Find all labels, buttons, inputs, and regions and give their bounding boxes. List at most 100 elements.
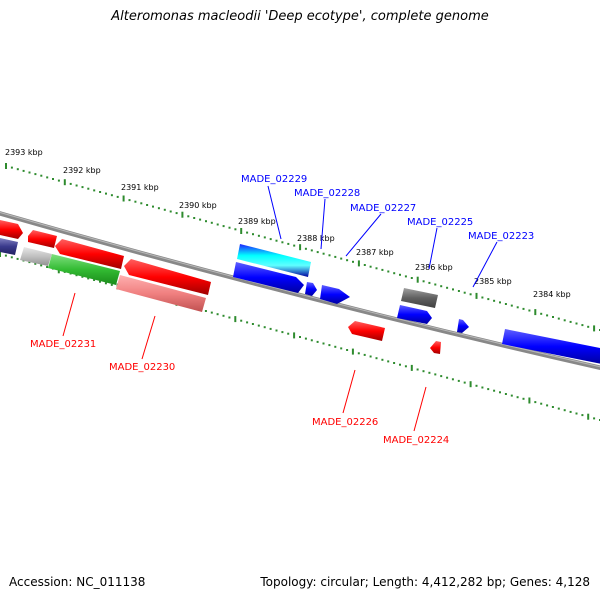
gene-label-reverse[interactable]: MADE_02226 [312, 417, 378, 428]
minor-tick [28, 261, 31, 264]
minor-tick [69, 182, 72, 185]
minor-tick [481, 296, 484, 299]
scale-ticks-top [5, 163, 600, 332]
minor-tick [152, 205, 154, 208]
gene-label-reverse[interactable]: MADE_02230 [109, 362, 175, 373]
minor-tick [210, 221, 213, 224]
gene-label-forward[interactable]: MADE_02225 [407, 217, 473, 228]
minor-tick [499, 301, 501, 304]
minor-tick [22, 169, 25, 172]
gene-block-darkgray[interactable] [401, 288, 438, 308]
minor-tick [551, 406, 554, 408]
scale-label: 2390 kbp [179, 201, 217, 210]
minor-tick [575, 412, 578, 415]
gene-arrow-red[interactable] [28, 230, 57, 248]
minor-tick [10, 166, 13, 169]
minor-tick [428, 371, 431, 374]
minor-tick [216, 313, 219, 316]
minor-tick [375, 357, 378, 360]
gene-arrow-red[interactable] [124, 259, 211, 295]
minor-tick [128, 199, 131, 202]
gene-arrow-blue[interactable] [397, 305, 432, 324]
minor-tick [522, 307, 525, 310]
minor-tick [451, 378, 454, 381]
minor-tick [175, 212, 178, 215]
minor-tick [257, 324, 260, 327]
minor-tick [146, 204, 149, 206]
minor-tick [516, 306, 519, 309]
minor-tick [228, 316, 231, 319]
gene-block-blue[interactable] [502, 329, 600, 364]
minor-tick [434, 283, 437, 286]
minor-tick [463, 381, 466, 384]
minor-tick [87, 277, 90, 280]
gene-arrow-red[interactable] [0, 220, 23, 239]
minor-tick [304, 337, 307, 340]
minor-tick [540, 402, 543, 405]
gene-block-pink[interactable] [116, 275, 206, 312]
minor-tick [593, 417, 596, 420]
gene-labels: MADE_02229 MADE_02228 MADE_02227 MADE_02… [30, 174, 534, 446]
minor-tick [422, 370, 425, 373]
gene-label-forward[interactable]: MADE_02229 [241, 174, 307, 185]
gene-block-gray[interactable] [20, 247, 52, 266]
gene-label-forward[interactable]: MADE_02223 [468, 231, 534, 242]
minor-tick [440, 285, 443, 288]
minor-tick [187, 215, 190, 218]
minor-tick [140, 202, 143, 205]
gene-arrow-blue[interactable] [457, 319, 469, 333]
minor-tick [393, 272, 396, 275]
gene-label-reverse[interactable]: MADE_02231 [30, 339, 96, 350]
scale-label: 2387 kbp [356, 248, 394, 257]
scale-label: 2389 kbp [238, 217, 276, 226]
minor-tick [204, 310, 207, 312]
minor-tick [240, 319, 243, 322]
gene-label-reverse[interactable]: MADE_02224 [383, 435, 449, 446]
minor-tick [46, 266, 49, 268]
minor-tick [563, 319, 566, 322]
minor-tick [340, 257, 343, 260]
minor-tick [381, 268, 384, 271]
minor-tick [352, 260, 354, 263]
minor-tick [134, 200, 137, 203]
minor-tick [475, 384, 478, 387]
major-tick [299, 244, 302, 251]
minor-tick [87, 187, 90, 190]
gene-arrow-navy[interactable] [0, 238, 18, 255]
minor-tick [234, 228, 237, 231]
minor-tick [16, 168, 19, 171]
minor-tick [493, 389, 496, 392]
minor-tick [381, 358, 384, 361]
gene-arrow-blue[interactable] [305, 282, 317, 296]
minor-tick [257, 234, 260, 237]
minor-tick [346, 349, 349, 351]
minor-tick [316, 340, 319, 343]
minor-tick [393, 362, 396, 364]
minor-tick [304, 247, 307, 250]
major-tick [240, 228, 243, 234]
major-tick [234, 316, 237, 323]
minor-tick [369, 355, 372, 358]
minor-tick [487, 298, 490, 301]
gene-arrow-red[interactable] [55, 239, 124, 269]
minor-tick [293, 244, 296, 247]
minor-tick [281, 331, 284, 334]
minor-tick [516, 396, 519, 399]
minor-tick [404, 365, 407, 368]
gene-block-cyan[interactable] [237, 244, 311, 277]
minor-tick [228, 226, 231, 229]
gene-arrow-blue[interactable] [233, 262, 304, 293]
gene-arrow-red[interactable] [348, 321, 385, 341]
minor-tick [16, 257, 19, 260]
minor-tick [310, 339, 313, 342]
minor-tick [510, 304, 513, 307]
genome-summary-text: Topology: circular; Length: 4,412,282 bp… [260, 575, 590, 589]
genome-backbone [0, 211, 600, 371]
minor-tick [104, 282, 107, 285]
minor-tick [163, 208, 166, 211]
gene-block-green[interactable] [48, 254, 120, 285]
gene-arrow-red[interactable] [430, 341, 441, 354]
gene-arrow-blue[interactable] [320, 285, 350, 304]
gene-label-forward[interactable]: MADE_02228 [294, 188, 360, 199]
gene-label-forward[interactable]: MADE_02227 [350, 203, 416, 214]
